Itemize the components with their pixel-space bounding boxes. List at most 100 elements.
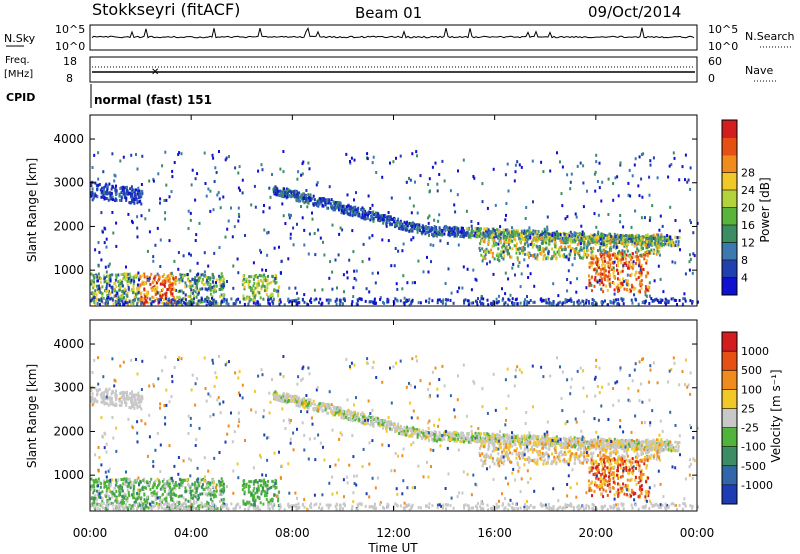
data-cell — [232, 264, 235, 268]
data-cell — [234, 166, 237, 170]
data-cell — [331, 206, 334, 210]
data-cell — [138, 189, 141, 193]
data-cell — [289, 232, 292, 236]
data-cell — [619, 443, 621, 447]
data-cell — [387, 300, 390, 304]
data-cell — [185, 284, 188, 288]
data-cell — [521, 237, 524, 241]
data-cell — [220, 284, 223, 288]
data-cell — [629, 273, 632, 277]
data-cell — [131, 200, 134, 204]
data-cell — [105, 285, 108, 289]
data-cell — [148, 230, 151, 234]
data-cell — [383, 423, 386, 427]
data-cell — [481, 182, 484, 186]
data-cell — [170, 291, 173, 295]
data-cell — [556, 250, 559, 254]
data-cell — [501, 287, 503, 291]
data-cell — [173, 288, 176, 292]
data-cell — [681, 165, 684, 169]
data-cell — [309, 195, 312, 199]
data-cell — [122, 273, 125, 276]
data-cell — [296, 198, 298, 202]
data-cell — [186, 302, 189, 306]
data-cell — [557, 247, 560, 251]
data-cell — [169, 285, 172, 289]
data-cell — [471, 227, 474, 231]
data-cell — [196, 281, 199, 285]
data-cell — [300, 193, 303, 197]
data-cell — [492, 272, 495, 276]
data-cell — [671, 243, 674, 247]
data-cell — [580, 248, 583, 252]
data-cell — [591, 275, 593, 279]
data-cell — [138, 287, 141, 291]
data-cell — [130, 299, 133, 303]
data-cell — [195, 295, 198, 299]
data-cell — [429, 433, 431, 437]
data-cell — [486, 298, 489, 302]
data-cell — [659, 277, 662, 281]
data-cell — [467, 226, 470, 230]
data-cell — [612, 281, 615, 285]
data-cell — [373, 213, 376, 216]
data-cell — [210, 302, 213, 305]
data-cell — [518, 249, 520, 253]
data-cell — [130, 195, 133, 199]
data-cell — [121, 394, 124, 397]
data-cell — [665, 239, 668, 243]
data-cell — [93, 399, 96, 403]
data-cell — [195, 279, 198, 283]
data-cell — [339, 300, 342, 304]
data-cell — [140, 202, 143, 206]
data-cell — [189, 218, 192, 222]
data-cell — [180, 298, 183, 302]
data-cell — [656, 241, 659, 245]
data-cell — [408, 434, 411, 438]
data-cell — [653, 279, 656, 283]
data-cell — [526, 264, 529, 268]
data-cell — [140, 183, 143, 186]
data-cell — [133, 190, 136, 194]
data-cell — [396, 299, 399, 303]
data-cell — [119, 187, 122, 190]
data-cell — [691, 271, 694, 275]
data-cell — [645, 294, 648, 298]
data-cell — [588, 301, 591, 305]
data-cell — [509, 246, 511, 250]
data-cell — [329, 298, 332, 302]
data-cell — [387, 420, 390, 424]
data-cell — [596, 257, 599, 261]
data-cell — [567, 237, 570, 241]
data-cell — [360, 207, 363, 211]
data-cell — [532, 434, 535, 438]
data-cell — [131, 393, 134, 397]
data-cell — [617, 301, 620, 305]
data-cell — [482, 297, 485, 301]
data-cell — [692, 252, 695, 256]
data-cell — [595, 261, 597, 265]
data-cell — [114, 404, 116, 408]
data-cell — [524, 233, 527, 237]
data-cell — [585, 301, 587, 305]
data-cell — [111, 389, 114, 393]
data-cell — [346, 276, 349, 280]
data-cell — [535, 237, 538, 241]
data-cell — [318, 403, 321, 407]
data-cell — [599, 272, 602, 276]
data-cell — [134, 194, 136, 197]
data-cell — [170, 300, 173, 304]
data-cell — [661, 440, 664, 444]
data-cell — [603, 270, 606, 274]
data-cell — [570, 235, 573, 239]
data-cell — [311, 217, 314, 221]
data-cell — [599, 268, 602, 272]
data-cell — [428, 297, 431, 301]
data-cell — [290, 195, 293, 199]
data-cell — [470, 288, 473, 292]
data-cell — [644, 300, 647, 303]
data-cell — [220, 278, 223, 282]
data-cell — [637, 249, 640, 253]
data-cell — [620, 242, 623, 246]
data-cell — [424, 227, 426, 231]
